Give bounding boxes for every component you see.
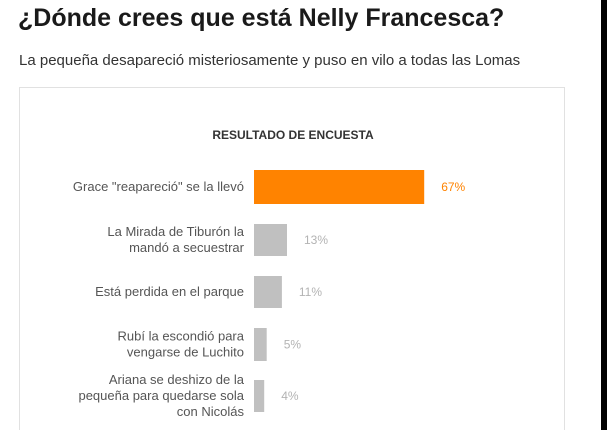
poll-bar-4 — [254, 328, 267, 361]
poll-percent-1: 67% — [441, 180, 465, 194]
article-subheadline: La pequeña desapareció misteriosamente y… — [19, 52, 521, 69]
article-headline: ¿Dónde crees que está Nelly Francesca? — [18, 4, 505, 32]
poll-option-label-2: La Mirada de Tiburón la mandó a secuestra… — [107, 224, 244, 255]
poll-results-card: RESULTADO DE ENCUESTA Grace "reapareció" … — [19, 87, 565, 430]
poll-bar-5 — [254, 380, 265, 412]
poll-percent-3: 11% — [299, 285, 322, 299]
poll-option-label-5: Ariana se deshizo de la pequeña para qued… — [78, 372, 244, 419]
poll-option-label-4: Rubí la escondió para vengarse de Luchito — [118, 329, 245, 360]
poll-title: RESULTADO DE ENCUESTA — [212, 128, 374, 142]
poll-results-chart: RESULTADO DE ENCUESTA Grace "reapareció" … — [73, 128, 466, 419]
poll-bar-3 — [254, 276, 282, 308]
poll-option-label-1: Grace "reapareció" se la llevó — [73, 179, 244, 194]
poll-percent-5: 4% — [281, 389, 299, 403]
poll-bar-2 — [254, 224, 287, 256]
poll-percent-2: 13% — [304, 233, 328, 247]
poll-bar-1 — [254, 170, 425, 204]
poll-option-label-3: Está perdida en el parque — [95, 284, 244, 299]
poll-percent-4: 5% — [284, 338, 302, 352]
